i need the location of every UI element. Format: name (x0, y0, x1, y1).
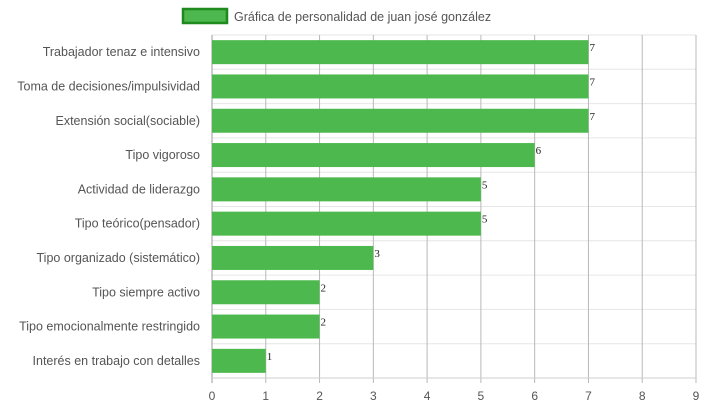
data-label: 2 (321, 282, 327, 294)
data-label: 1 (267, 351, 273, 363)
data-label: 2 (321, 317, 327, 329)
bar[interactable] (212, 40, 589, 65)
bar[interactable] (212, 245, 374, 270)
bars: 7 7 7 6 5 5 3 2 2 1 (212, 40, 595, 373)
bar[interactable] (212, 108, 589, 133)
category-label: Actividad de liderazgo (78, 182, 200, 196)
x-tick-label: 3 (370, 389, 377, 403)
x-axis-ticks: 0 1 2 3 4 5 6 7 8 9 (209, 389, 700, 403)
data-label: 3 (374, 248, 380, 260)
category-labels: Trabajador tenaz e intensivo Toma de deci… (17, 45, 200, 368)
x-tick-label: 0 (209, 389, 216, 403)
category-label: Tipo organizado (sistemático) (37, 251, 201, 265)
bar[interactable] (212, 211, 481, 236)
legend-swatch (181, 7, 229, 25)
bar[interactable] (212, 74, 589, 99)
category-label: Tipo teórico(pensador) (75, 217, 200, 231)
data-label: 5 (482, 214, 488, 226)
bar[interactable] (212, 280, 320, 305)
x-tick-label: 2 (316, 389, 323, 403)
bar[interactable] (212, 143, 535, 168)
category-label: Interés en trabajo con detalles (33, 354, 200, 368)
data-label: 7 (589, 42, 595, 54)
x-tick-label: 4 (424, 389, 431, 403)
category-label: Trabajador tenaz e intensivo (43, 45, 200, 59)
category-label: Extensión social(sociable) (55, 114, 200, 128)
category-label: Tipo siempre activo (92, 285, 200, 299)
category-label: Tipo emocionalmente restringido (19, 320, 200, 334)
x-tick-label: 8 (639, 389, 646, 403)
bar[interactable] (212, 348, 266, 373)
x-tick-label: 7 (585, 389, 592, 403)
data-label: 7 (589, 76, 595, 88)
legend-label: Gráfica de personalidad de juan josé gon… (234, 10, 491, 24)
data-label: 6 (536, 145, 542, 157)
legend[interactable]: Gráfica de personalidad de juan josé gon… (181, 7, 491, 25)
x-tick-label: 5 (478, 389, 485, 403)
data-label: 5 (482, 179, 488, 191)
x-tick-label: 9 (693, 389, 700, 403)
bar[interactable] (212, 314, 320, 339)
data-label: 7 (589, 111, 595, 123)
x-tick-label: 6 (531, 389, 538, 403)
category-label: Tipo vigoroso (125, 148, 200, 162)
x-tick-label: 1 (262, 389, 269, 403)
category-label: Toma de decisiones/impulsividad (17, 79, 200, 93)
bar[interactable] (212, 177, 481, 202)
